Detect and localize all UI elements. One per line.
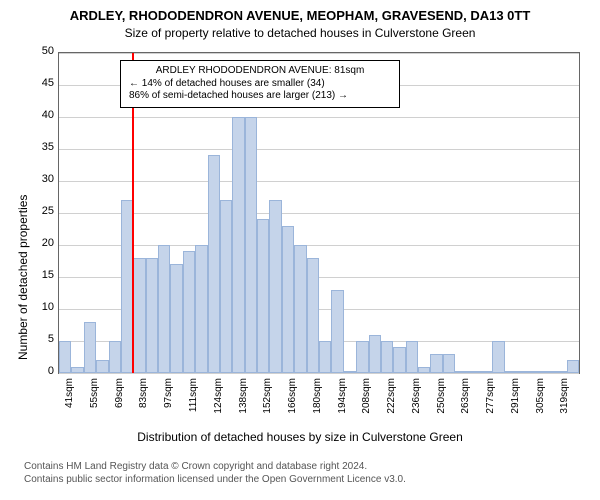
y-tick-label: 40 xyxy=(24,109,54,121)
annotation-line: ARDLEY RHODODENDRON AVENUE: 81sqm xyxy=(129,65,391,78)
x-tick-label: 152sqm xyxy=(262,378,273,428)
histogram-bar xyxy=(133,258,145,373)
histogram-bar xyxy=(554,371,566,373)
x-tick-label: 291sqm xyxy=(510,378,521,428)
histogram-bar xyxy=(344,371,356,373)
gridline xyxy=(59,213,579,214)
histogram-bar xyxy=(319,341,331,373)
chart-subtitle: Size of property relative to detached ho… xyxy=(0,26,600,40)
y-tick-label: 0 xyxy=(24,365,54,377)
histogram-bar xyxy=(331,290,343,373)
y-tick-label: 5 xyxy=(24,333,54,345)
x-axis-label: Distribution of detached houses by size … xyxy=(0,430,600,444)
histogram-bar xyxy=(418,367,430,373)
histogram-bar xyxy=(517,371,529,373)
y-tick-label: 35 xyxy=(24,141,54,153)
histogram-bar xyxy=(96,360,108,373)
y-tick-label: 25 xyxy=(24,205,54,217)
x-tick-label: 305sqm xyxy=(535,378,546,428)
chart-title: ARDLEY, RHODODENDRON AVENUE, MEOPHAM, GR… xyxy=(0,8,600,23)
x-tick-label: 138sqm xyxy=(238,378,249,428)
histogram-bar xyxy=(430,354,442,373)
x-tick-label: 124sqm xyxy=(213,378,224,428)
histogram-bar xyxy=(269,200,281,373)
x-tick-label: 97sqm xyxy=(163,378,174,428)
histogram-bar xyxy=(480,371,492,373)
histogram-bar xyxy=(468,371,480,373)
histogram-bar xyxy=(71,367,83,373)
x-tick-label: 69sqm xyxy=(114,378,125,428)
histogram-bar xyxy=(505,371,517,373)
chart-container: ARDLEY, RHODODENDRON AVENUE, MEOPHAM, GR… xyxy=(0,0,600,500)
histogram-bar xyxy=(455,371,467,373)
histogram-bar xyxy=(158,245,170,373)
x-tick-label: 236sqm xyxy=(411,378,422,428)
histogram-bar xyxy=(208,155,220,373)
gridline xyxy=(59,117,579,118)
y-tick-label: 20 xyxy=(24,237,54,249)
gridline xyxy=(59,149,579,150)
footer-line-1: Contains HM Land Registry data © Crown c… xyxy=(24,460,406,473)
x-tick-label: 111sqm xyxy=(188,378,199,428)
x-tick-label: 263sqm xyxy=(460,378,471,428)
histogram-bar xyxy=(109,341,121,373)
histogram-bar xyxy=(195,245,207,373)
x-tick-label: 277sqm xyxy=(485,378,496,428)
histogram-bar xyxy=(84,322,96,373)
histogram-bar xyxy=(369,335,381,373)
x-tick-label: 250sqm xyxy=(436,378,447,428)
histogram-bar xyxy=(245,117,257,373)
y-tick-label: 50 xyxy=(24,45,54,57)
y-tick-label: 10 xyxy=(24,301,54,313)
x-tick-label: 55sqm xyxy=(89,378,100,428)
histogram-bar xyxy=(282,226,294,373)
histogram-bar xyxy=(443,354,455,373)
histogram-bar xyxy=(294,245,306,373)
annotation-line: ← 14% of detached houses are smaller (34… xyxy=(129,78,391,91)
y-tick-label: 30 xyxy=(24,173,54,185)
y-tick-label: 15 xyxy=(24,269,54,281)
histogram-bar xyxy=(393,347,405,373)
x-tick-label: 194sqm xyxy=(337,378,348,428)
annotation-box: ARDLEY RHODODENDRON AVENUE: 81sqm← 14% o… xyxy=(120,60,400,108)
x-tick-label: 222sqm xyxy=(386,378,397,428)
histogram-bar xyxy=(170,264,182,373)
gridline xyxy=(59,53,579,54)
histogram-bar xyxy=(220,200,232,373)
histogram-bar xyxy=(146,258,158,373)
histogram-bar xyxy=(232,117,244,373)
histogram-bar xyxy=(356,341,368,373)
x-tick-label: 83sqm xyxy=(138,378,149,428)
histogram-bar xyxy=(257,219,269,373)
histogram-bar xyxy=(542,371,554,373)
x-tick-label: 41sqm xyxy=(64,378,75,428)
histogram-bar xyxy=(567,360,579,373)
footer-attribution: Contains HM Land Registry data © Crown c… xyxy=(24,460,406,486)
x-tick-label: 319sqm xyxy=(559,378,570,428)
histogram-bar xyxy=(381,341,393,373)
histogram-bar xyxy=(406,341,418,373)
histogram-bar xyxy=(59,341,71,373)
histogram-bar xyxy=(492,341,504,373)
x-tick-label: 208sqm xyxy=(361,378,372,428)
y-tick-label: 45 xyxy=(24,77,54,89)
annotation-line: 86% of semi-detached houses are larger (… xyxy=(129,90,391,103)
x-tick-label: 166sqm xyxy=(287,378,298,428)
gridline xyxy=(59,373,579,374)
histogram-bar xyxy=(529,371,541,373)
gridline xyxy=(59,181,579,182)
histogram-bar xyxy=(183,251,195,373)
histogram-bar xyxy=(307,258,319,373)
gridline xyxy=(59,245,579,246)
footer-line-2: Contains public sector information licen… xyxy=(24,473,406,486)
x-tick-label: 180sqm xyxy=(312,378,323,428)
